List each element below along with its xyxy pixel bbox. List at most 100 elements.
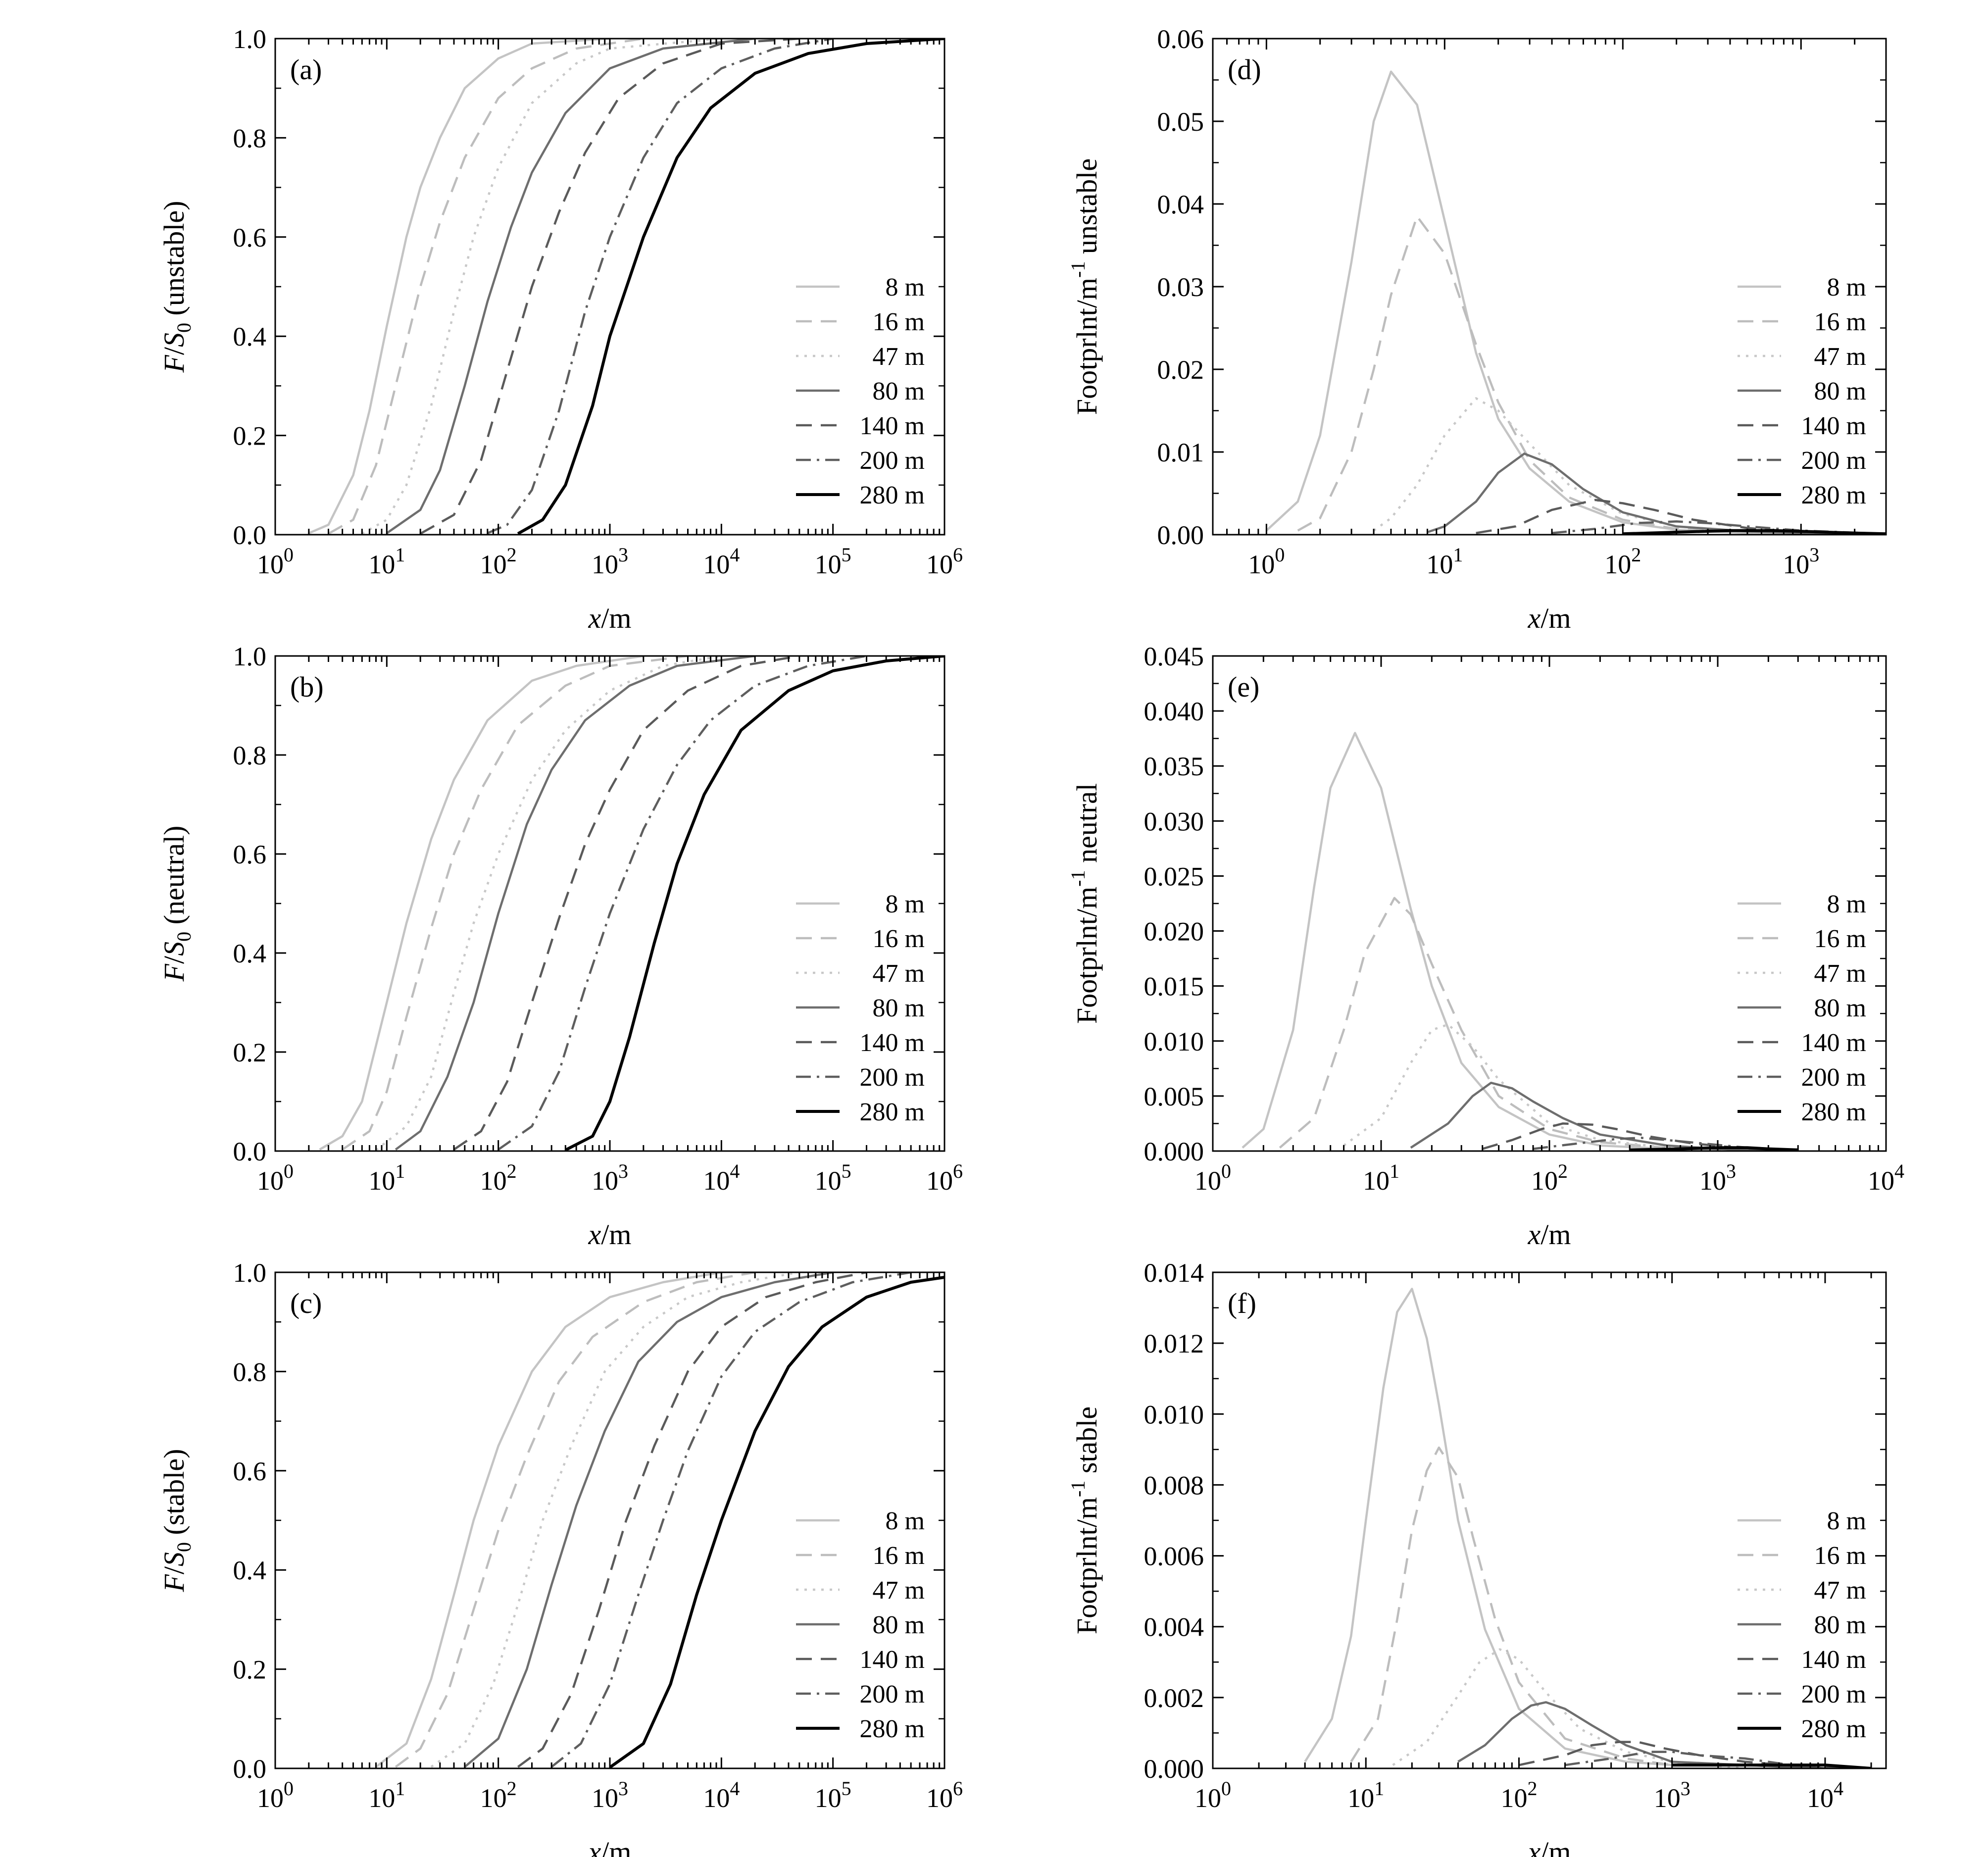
x-tick-base: 10 (257, 1783, 284, 1813)
x-tick-base: 10 (815, 1166, 842, 1196)
x-tick-exponent: 3 (1809, 544, 1819, 566)
y-axis-title-main: Footprlnt/m (1071, 887, 1103, 1024)
x-tick-exponent: 0 (284, 1160, 294, 1182)
y-tick-label: 0.6 (233, 223, 267, 252)
x-tick-exponent: 2 (1631, 544, 1641, 566)
y-axis-title-subscript: 0 (173, 932, 195, 942)
legend-label-2: 16 m (1814, 1542, 1866, 1570)
x-tick-exponent: 4 (730, 544, 740, 566)
legend-label-6: 200 m (1801, 1063, 1866, 1092)
panel-label: (b) (290, 671, 324, 703)
legend-label-5: 140 m (860, 1029, 925, 1057)
x-tick-exponent: 2 (507, 544, 517, 566)
x-tick-label: 101 (368, 544, 405, 579)
series-line-4 (395, 656, 755, 1151)
series-line-2 (328, 39, 644, 535)
legend-label-6: 200 m (1801, 447, 1866, 475)
legend-label-1: 8 m (886, 273, 925, 301)
series-line-6 (487, 39, 834, 535)
x-tick-base: 10 (815, 1783, 842, 1813)
legend-label-4: 80 m (873, 1611, 925, 1639)
x-tick-exponent: 0 (284, 1777, 294, 1800)
y-tick-label: 0.012 (1144, 1329, 1204, 1358)
legend-label-2: 16 m (873, 925, 925, 953)
x-axis-title-var: x (588, 1836, 601, 1857)
y-tick-label: 1.0 (233, 642, 267, 671)
legend-label-4: 80 m (1814, 994, 1866, 1022)
x-tick-base: 10 (1347, 1783, 1374, 1813)
x-tick-label: 106 (926, 1160, 963, 1196)
x-tick-exponent: 3 (618, 1777, 628, 1800)
legend-label-2: 16 m (873, 308, 925, 336)
x-tick-base: 10 (1783, 550, 1809, 579)
y-axis-title-condition: unstable (1071, 158, 1103, 261)
legend-label-3: 47 m (873, 959, 925, 988)
x-tick-label: 103 (1654, 1777, 1690, 1813)
y-axis-title-f: F (158, 1574, 190, 1592)
x-tick-base: 10 (1699, 1166, 1726, 1196)
x-axis-title-unit: /m (1541, 1836, 1571, 1857)
y-axis-title: Footprlnt/m-1 unstable (1067, 158, 1103, 415)
x-tick-exponent: 2 (507, 1777, 517, 1800)
y-axis-title-subscript: 0 (173, 1542, 195, 1552)
y-axis-title-f: F (158, 963, 190, 982)
x-tick-exponent: 0 (284, 544, 294, 566)
y-tick-label: 0.06 (1157, 24, 1204, 54)
series-line-2 (1279, 897, 1718, 1151)
legend-label-7: 280 m (1801, 1715, 1866, 1743)
x-tick-label: 103 (592, 1160, 628, 1196)
series-line-2 (1350, 1446, 1673, 1766)
panel-label: (c) (290, 1287, 322, 1319)
y-tick-label: 0.010 (1144, 1400, 1204, 1429)
x-tick-exponent: 5 (842, 1160, 851, 1182)
y-tick-label: 0.045 (1144, 642, 1204, 671)
x-tick-base: 10 (480, 1783, 507, 1813)
x-tick-label: 105 (815, 1777, 851, 1813)
series-line-1 (308, 39, 610, 535)
x-tick-base: 10 (1248, 550, 1275, 579)
plot-frame (274, 655, 945, 1152)
x-tick-base: 10 (703, 1166, 730, 1196)
y-tick-label: 0.6 (233, 840, 267, 869)
x-tick-label: 104 (1807, 1777, 1843, 1813)
legend-label-4: 80 m (1814, 377, 1866, 405)
y-tick-label: 0.2 (233, 1655, 267, 1685)
x-tick-label: 104 (1868, 1160, 1904, 1196)
series-line-6 (1565, 1751, 1852, 1768)
x-tick-exponent: 2 (507, 1160, 517, 1182)
series-line-3 (1392, 1648, 1745, 1768)
x-tick-label: 104 (703, 1777, 740, 1813)
y-tick-label: 0.030 (1144, 806, 1204, 836)
x-tick-label: 103 (592, 1777, 628, 1813)
legend-label-5: 140 m (1801, 1029, 1866, 1057)
legend-label-2: 16 m (1814, 308, 1866, 336)
panel-label: (a) (290, 53, 322, 86)
legend-label-3: 47 m (1814, 1576, 1866, 1605)
legend-label-1: 8 m (1827, 890, 1866, 918)
panel-label: (e) (1228, 671, 1259, 703)
x-tick-exponent: 3 (618, 544, 628, 566)
x-tick-exponent: 3 (1726, 1160, 1736, 1182)
legend-label-2: 16 m (1814, 925, 1866, 953)
x-tick-exponent: 1 (395, 544, 405, 566)
x-tick-base: 10 (368, 1783, 395, 1813)
x-tick-label: 103 (1699, 1160, 1736, 1196)
x-axis-title: x/m (1528, 1218, 1571, 1251)
series-line-7 (1630, 1146, 1798, 1151)
series-line-3 (375, 656, 722, 1151)
x-tick-base: 10 (1531, 1166, 1558, 1196)
y-axis-title-main: Footprlnt/m (1071, 1497, 1103, 1634)
x-tick-label: 102 (480, 1160, 517, 1196)
x-tick-exponent: 4 (1834, 1777, 1843, 1800)
x-axis-title-unit: /m (1541, 1218, 1571, 1251)
y-axis-title: F/S0 (neutral) (158, 826, 195, 982)
y-tick-label: 0.040 (1144, 697, 1204, 726)
x-axis-title: x/m (588, 1218, 632, 1251)
series-line-7 (564, 656, 944, 1151)
x-tick-label: 100 (1194, 1160, 1231, 1196)
legend-label-1: 8 m (1827, 1507, 1866, 1535)
y-tick-label: 0.05 (1157, 107, 1204, 137)
